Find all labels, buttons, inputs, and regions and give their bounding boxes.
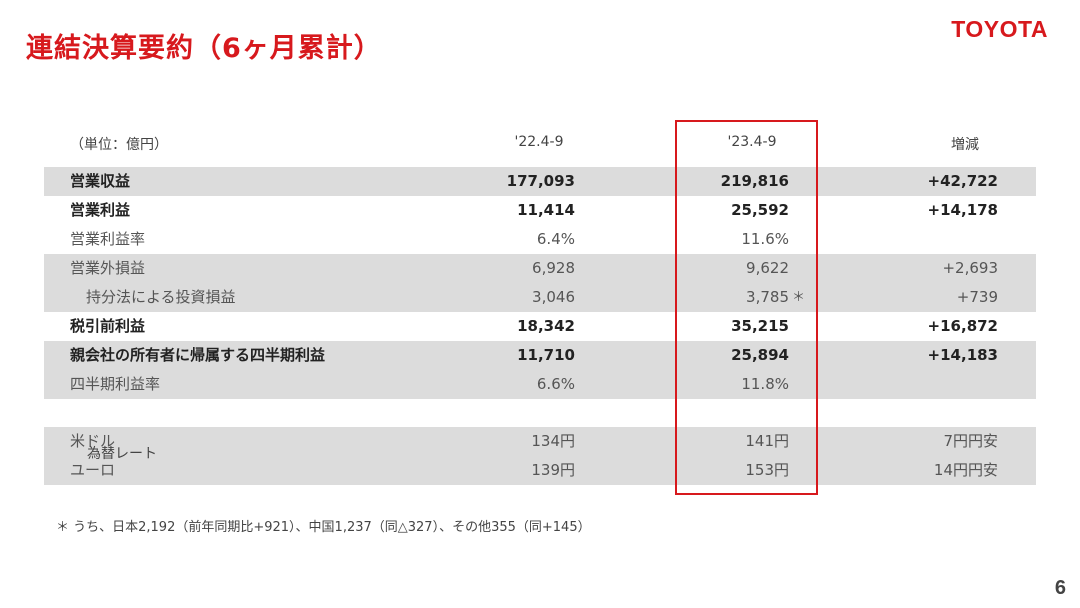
- value-change: 14円円安: [933, 461, 998, 479]
- row-label: 持分法による投資損益: [86, 288, 236, 306]
- table-row-net-income: 親会社の所有者に帰属する四半期利益 11,710 25,894 +14,183: [44, 341, 1036, 370]
- value-prev: 6.6%: [536, 375, 575, 393]
- table-row-fx-usd: 米ドル 134円 141円 7円円安: [44, 427, 1036, 456]
- value-prev: 11,414: [517, 201, 575, 219]
- fx-rate-label: 為替レート: [87, 446, 157, 462]
- value-prev: 18,342: [517, 317, 575, 335]
- value-current: 25,894: [731, 346, 789, 364]
- table-spacer: [44, 399, 1036, 427]
- value-current: 25,592: [731, 201, 789, 219]
- value-prev: 177,093: [506, 172, 575, 190]
- table-row-net-margin: 四半期利益率 6.6% 11.8%: [44, 370, 1036, 399]
- table-row-operating-income: 営業利益 11,414 25,592 +14,178: [44, 196, 1036, 225]
- value-current: 219,816: [720, 172, 789, 190]
- value-current: 3,785: [746, 288, 789, 306]
- value-current: 35,215: [731, 317, 789, 335]
- table-row-operating-margin: 営業利益率 6.4% 11.6%: [44, 225, 1036, 254]
- row-label: 四半期利益率: [70, 375, 161, 393]
- row-label: ユーロ: [70, 461, 116, 479]
- value-prev: 6,928: [532, 259, 575, 277]
- value-current: 153円: [745, 461, 789, 479]
- value-change: +14,178: [927, 201, 998, 219]
- column-header-change: 増減: [951, 137, 979, 153]
- table-row-pretax-income: 税引前利益 18,342 35,215 +16,872: [44, 312, 1036, 341]
- column-header-prev: '22.4-9: [514, 134, 564, 150]
- value-change: 7円円安: [943, 432, 998, 450]
- value-prev: 134円: [531, 432, 575, 450]
- footnote-marker: ＊: [792, 290, 806, 305]
- value-current: 11.6%: [741, 230, 789, 248]
- table-row-fx-eur: ユーロ 139円 153円 14円円安: [44, 456, 1036, 485]
- value-prev: 3,046: [532, 288, 575, 306]
- financial-summary-table: 営業収益 177,093 219,816 +42,722 営業利益 11,414…: [44, 167, 1036, 485]
- page-number: 6: [1054, 577, 1066, 599]
- page-title: 連結決算要約（6ヶ月累計）: [26, 33, 382, 64]
- footnote: ＊ うち、日本2,192（前年同期比+921）、中国1,237（同△327）、そ…: [56, 520, 591, 535]
- value-change: +14,183: [927, 346, 998, 364]
- row-label: 営業収益: [70, 172, 131, 190]
- value-current: 11.8%: [741, 375, 789, 393]
- unit-label: （単位：億円）: [70, 137, 168, 153]
- row-label: 米ドル: [70, 432, 116, 450]
- value-prev: 139円: [531, 461, 575, 479]
- table-row-equity-method: 持分法による投資損益 3,046 3,785 ＊ +739: [44, 283, 1036, 312]
- row-label: 営業利益: [70, 201, 131, 219]
- fx-rate-block: 米ドル 134円 141円 7円円安 ユーロ 139円 153円 14円円安 為…: [44, 427, 1036, 485]
- value-change: +739: [956, 288, 998, 306]
- value-change: +2,693: [942, 259, 998, 277]
- value-current: 141円: [745, 432, 789, 450]
- row-label: 営業利益率: [70, 230, 146, 248]
- row-label: 営業外損益: [70, 259, 146, 277]
- value-current: 9,622: [746, 259, 789, 277]
- table-row-operating-revenue: 営業収益 177,093 219,816 +42,722: [44, 167, 1036, 196]
- value-change: +42,722: [927, 172, 998, 190]
- row-label: 税引前利益: [70, 317, 146, 335]
- value-prev: 11,710: [517, 346, 575, 364]
- value-change: +16,872: [927, 317, 998, 335]
- table-row-non-operating: 営業外損益 6,928 9,622 +2,693: [44, 254, 1036, 283]
- toyota-logo: TOYOTA: [951, 16, 1048, 42]
- current-period-highlight-box: [675, 120, 818, 495]
- column-header-current: '23.4-9: [727, 134, 777, 150]
- row-label: 親会社の所有者に帰属する四半期利益: [70, 346, 326, 364]
- value-prev: 6.4%: [536, 230, 575, 248]
